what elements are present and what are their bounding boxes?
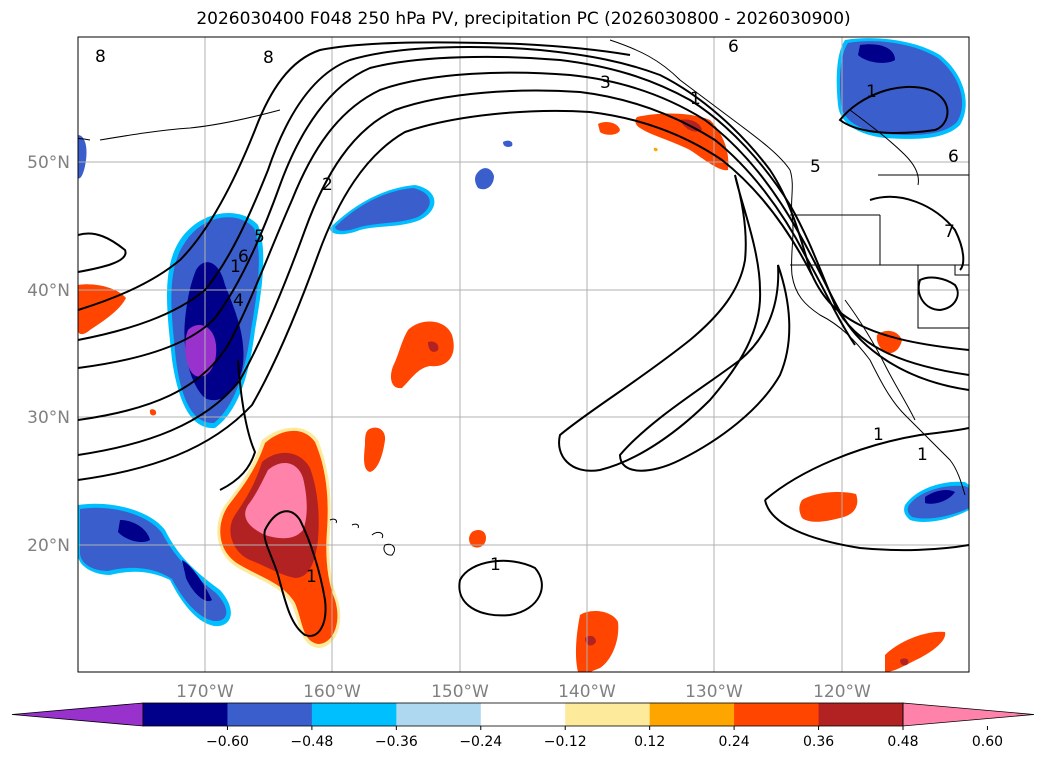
latitude-label: 30°N bbox=[27, 408, 70, 428]
contour-label: 1 bbox=[917, 445, 928, 465]
figure-title: 2026030400 F048 250 hPa PV, precipitatio… bbox=[196, 9, 851, 29]
longitude-label: 170°W bbox=[176, 682, 234, 702]
negative-precip-area bbox=[475, 168, 494, 190]
negative-precip-area bbox=[925, 489, 955, 504]
colorbar-tick-label: 0.24 bbox=[719, 734, 750, 750]
contour-label: 1 bbox=[306, 567, 317, 587]
positive-precip-area bbox=[149, 409, 157, 416]
positive-precip-area bbox=[876, 330, 902, 354]
longitude-label: 150°W bbox=[431, 682, 489, 702]
contour-label: 5 bbox=[810, 157, 821, 177]
negative-precip-area bbox=[118, 520, 212, 602]
pv-contours bbox=[78, 41, 969, 637]
colorbar-tick-label: −0.48 bbox=[290, 734, 333, 750]
colorbar-tick-label: 0.48 bbox=[887, 734, 918, 750]
colorbar-segment bbox=[818, 703, 904, 726]
coastlines bbox=[78, 39, 969, 556]
colorbar-segment bbox=[480, 703, 566, 726]
colorbar-extension-high bbox=[902, 702, 1035, 727]
contour-label: 7 bbox=[944, 222, 955, 242]
positive-precip-area bbox=[428, 341, 439, 352]
map-frame bbox=[77, 36, 970, 673]
positive-precip-area bbox=[585, 635, 596, 646]
latitude-label: 20°N bbox=[27, 536, 70, 556]
contour-label: 3 bbox=[600, 73, 611, 93]
contour-label: 4 bbox=[233, 291, 244, 311]
colorbar-outline bbox=[142, 702, 904, 727]
colorbar-tick-label: 0.36 bbox=[803, 734, 834, 750]
contour-label: 6 bbox=[728, 37, 739, 57]
positive-precip-area bbox=[799, 492, 858, 522]
colorbar-segment bbox=[396, 703, 482, 726]
negative-precip-area bbox=[78, 135, 87, 179]
contour-label: 1 bbox=[230, 257, 241, 277]
colorbar-segment bbox=[565, 703, 651, 726]
positive-precip-area bbox=[469, 530, 486, 548]
longitude-labels: 170°W 160°W 150°W 140°W 130°W 120°W bbox=[176, 682, 871, 702]
negative-precip-area bbox=[185, 325, 217, 377]
colorbar-tick-label: 0.60 bbox=[972, 734, 1003, 750]
contour-label: 1 bbox=[873, 425, 884, 445]
contour-label: 1 bbox=[490, 555, 501, 575]
positive-precip-area bbox=[245, 463, 307, 539]
colorbar-tick-label: 0.12 bbox=[634, 734, 665, 750]
contour-label: 5 bbox=[254, 227, 265, 247]
contour-label-group: 8 8 6 3 2 5 6 7 1 1 1 1 1 1 1 6 5 4 bbox=[95, 37, 959, 587]
contour-label: 1 bbox=[866, 82, 877, 102]
colorbar-segment bbox=[649, 703, 735, 726]
positive-precip-area bbox=[885, 631, 946, 672]
colorbar-segment bbox=[311, 703, 397, 726]
negative-precip-area bbox=[858, 44, 895, 63]
contour-label: 2 bbox=[322, 175, 333, 195]
colorbar-segment bbox=[143, 703, 228, 726]
negative-precip-area bbox=[80, 507, 227, 622]
longitude-label: 160°W bbox=[303, 682, 361, 702]
colorbar-segment bbox=[227, 703, 313, 726]
contour-label: 1 bbox=[690, 89, 701, 109]
contour-label: 6 bbox=[948, 147, 959, 167]
contour-label: 6 bbox=[238, 247, 249, 267]
longitude-label: 140°W bbox=[558, 682, 616, 702]
positive-precip-area bbox=[390, 321, 454, 389]
colorbar-tick-label: −0.60 bbox=[206, 734, 249, 750]
positive-precip-area bbox=[900, 658, 909, 666]
latitude-label: 40°N bbox=[27, 281, 70, 301]
colorbar-tick-label: −0.12 bbox=[544, 734, 587, 750]
positive-precip-area bbox=[598, 122, 620, 135]
precipitation-fill-layer bbox=[78, 38, 969, 672]
contour-label: 8 bbox=[95, 47, 106, 67]
latitude-label: 50°N bbox=[27, 153, 70, 173]
colorbar-segment bbox=[734, 703, 820, 726]
colorbar-tick-label: −0.24 bbox=[459, 734, 502, 750]
latitude-labels: 50°N 40°N 30°N 20°N bbox=[27, 153, 70, 556]
colorbar: −0.60 −0.48 −0.36 −0.24 −0.12 0.12 0.24 0.36 0.4… bbox=[11, 702, 1035, 750]
longitude-label: 130°W bbox=[685, 682, 743, 702]
longitude-label: 120°W bbox=[813, 682, 871, 702]
negative-precip-area bbox=[503, 140, 513, 147]
colorbar-extension-low bbox=[11, 702, 144, 727]
gridlines bbox=[78, 37, 969, 672]
contour-label: 8 bbox=[263, 48, 274, 68]
positive-precip-area bbox=[364, 427, 386, 472]
negative-precip-area bbox=[335, 188, 430, 231]
positive-precip-area bbox=[653, 147, 658, 152]
colorbar-tick-label: −0.36 bbox=[375, 734, 418, 750]
